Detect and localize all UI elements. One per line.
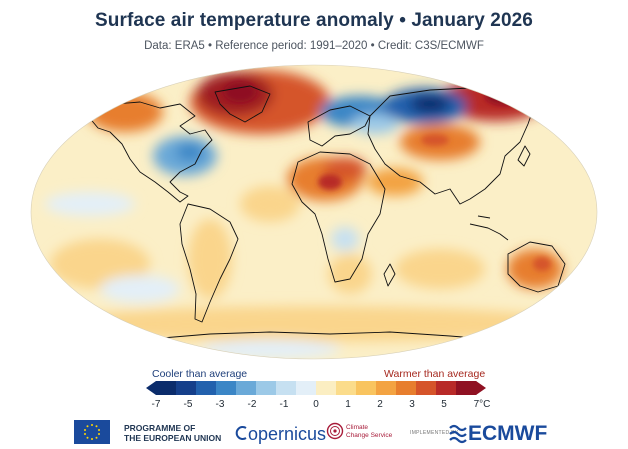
anomaly-central-africa [331,227,359,251]
anomaly-siberia-core [410,95,450,113]
coastline-africa [291,151,386,283]
coastline-indonesia [469,215,509,241]
colorbar-tick-label: 5 [441,399,447,410]
map-subtitle: Data: ERA5 • Reference period: 1991–2020… [144,40,484,52]
colorbar-tick-label: -1 [279,399,289,410]
colorbar-tick-label: 1 [345,399,351,410]
ecmwf-logo-text: ECMWF [468,422,548,445]
colorbar-tick-label: -2 [247,399,257,410]
colorbar-tick-label: -7 [151,399,161,410]
anomaly-indian-ocean [395,249,485,289]
anomaly-antarctic [200,339,340,359]
eu-programme-text: PROGRAMME OF THE EUROPEAN UNION [124,423,222,443]
colorbar-segment [296,381,317,395]
colorbar-tick-label: -5 [183,399,193,410]
colorbar-tick-label: 0 [313,399,319,410]
c3s-line2: Change Service [346,431,393,439]
colorbar-segment [456,381,477,395]
eu-line2: THE EUROPEAN UNION [124,432,222,443]
coastline-australia [507,241,566,293]
map-title: Surface air temperature anomaly • Januar… [95,10,533,31]
colorbar-segment [156,381,177,395]
colorbar-segment [216,381,237,395]
world-temperature-map [30,64,598,360]
colorbar-segment [336,381,357,395]
coastline-south-america [179,203,239,323]
colorbar-segment [436,381,457,395]
coastline-north-america [87,101,213,203]
coastline-greenland [214,85,271,123]
colorbar-segment [196,381,217,395]
colorbar-left-cap [146,381,156,395]
implemented-by-text: IMPLEMENTED BY [410,430,459,436]
colorbar-segment [396,381,417,395]
coastline-new-zealand [577,291,589,313]
colorbar-tick-label: 7°C [473,399,491,410]
coastline-madagascar [383,263,396,287]
anomaly-middle-east [367,168,423,196]
c3s-text: Climate Change Service [346,424,392,439]
anomaly-australia [507,249,563,289]
anomaly-southern-ocean [54,306,574,342]
c3s-line1: Climate [346,424,369,431]
coastline-europe [307,105,371,147]
anomaly-eastern-us-core [176,143,204,161]
anomaly-alaska [87,92,163,132]
colorbar-segment [256,381,277,395]
globe-outline [30,64,598,360]
colorbar-tick-label: 2 [377,399,383,410]
colorbar-segment [316,381,337,395]
colorbar-tick-label: -3 [215,399,225,410]
cooler-label: Cooler than average [152,368,248,380]
coastline-japan [517,145,531,167]
colorbar-segment [276,381,297,395]
colorbar-segment [356,381,377,395]
colorbar-tick-label: 3 [409,399,415,410]
footer-logos: PROGRAMME OF THE EUROPEAN UNION opernicu… [0,412,628,445]
colorbar-right-cap [476,381,486,395]
colorbar-segment [176,381,197,395]
anomaly-south-pacific-cool [100,275,180,303]
colorbar-segment [236,381,257,395]
anomaly-eastern-europe [351,114,399,134]
colorbar-segment [376,381,397,395]
anomaly-field [45,70,574,359]
colorbar-segment [416,381,437,395]
eu-flag-icon [74,420,110,444]
ecmwf-wave-icon [449,424,467,444]
warmer-label: Warmer than average [384,368,486,380]
eu-line1: PROGRAMME OF [124,423,196,433]
temperature-colorbar [146,381,486,395]
anomaly-tropical-pacific [45,192,135,216]
anomaly-south-america [188,219,232,299]
anomaly-southern-africa [328,254,372,294]
copernicus-logo-text: opernicus [248,424,327,444]
anomaly-atlantic [240,186,300,222]
